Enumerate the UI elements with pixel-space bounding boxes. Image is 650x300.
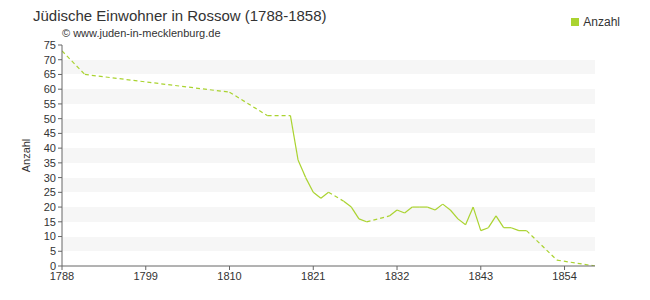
svg-text:0: 0: [50, 260, 56, 272]
svg-text:70: 70: [44, 54, 56, 66]
svg-text:1788: 1788: [49, 269, 75, 282]
svg-text:5: 5: [50, 245, 56, 257]
svg-text:65: 65: [44, 68, 56, 80]
svg-text:1810: 1810: [217, 270, 241, 282]
svg-text:1843: 1843: [469, 270, 493, 282]
svg-text:35: 35: [44, 157, 56, 169]
svg-text:20: 20: [44, 201, 56, 213]
svg-text:30: 30: [44, 172, 56, 184]
svg-text:25: 25: [44, 186, 56, 198]
svg-text:50: 50: [44, 113, 56, 125]
svg-text:1821: 1821: [301, 270, 325, 282]
svg-text:10: 10: [44, 230, 56, 242]
svg-text:55: 55: [44, 98, 56, 110]
svg-text:45: 45: [44, 127, 56, 139]
svg-text:1854: 1854: [552, 270, 576, 282]
svg-text:60: 60: [44, 83, 56, 95]
html-text:Jüdische Einwohner in Rossow (: Jüdische Einwohner in Rossow (1788-1858): [33, 7, 327, 24]
html-text:Anzahl: Anzahl: [583, 15, 620, 29]
svg-text:1799: 1799: [134, 270, 158, 282]
svg-text:75: 75: [44, 39, 56, 51]
html-text:© www.juden-in-mecklenburg.de: © www.juden-in-mecklenburg.de: [62, 27, 221, 39]
svg-text:15: 15: [44, 216, 56, 228]
svg-text:Anzahl: Anzahl: [20, 139, 32, 173]
svg-text:40: 40: [44, 142, 56, 154]
svg-text:1832: 1832: [385, 270, 409, 282]
